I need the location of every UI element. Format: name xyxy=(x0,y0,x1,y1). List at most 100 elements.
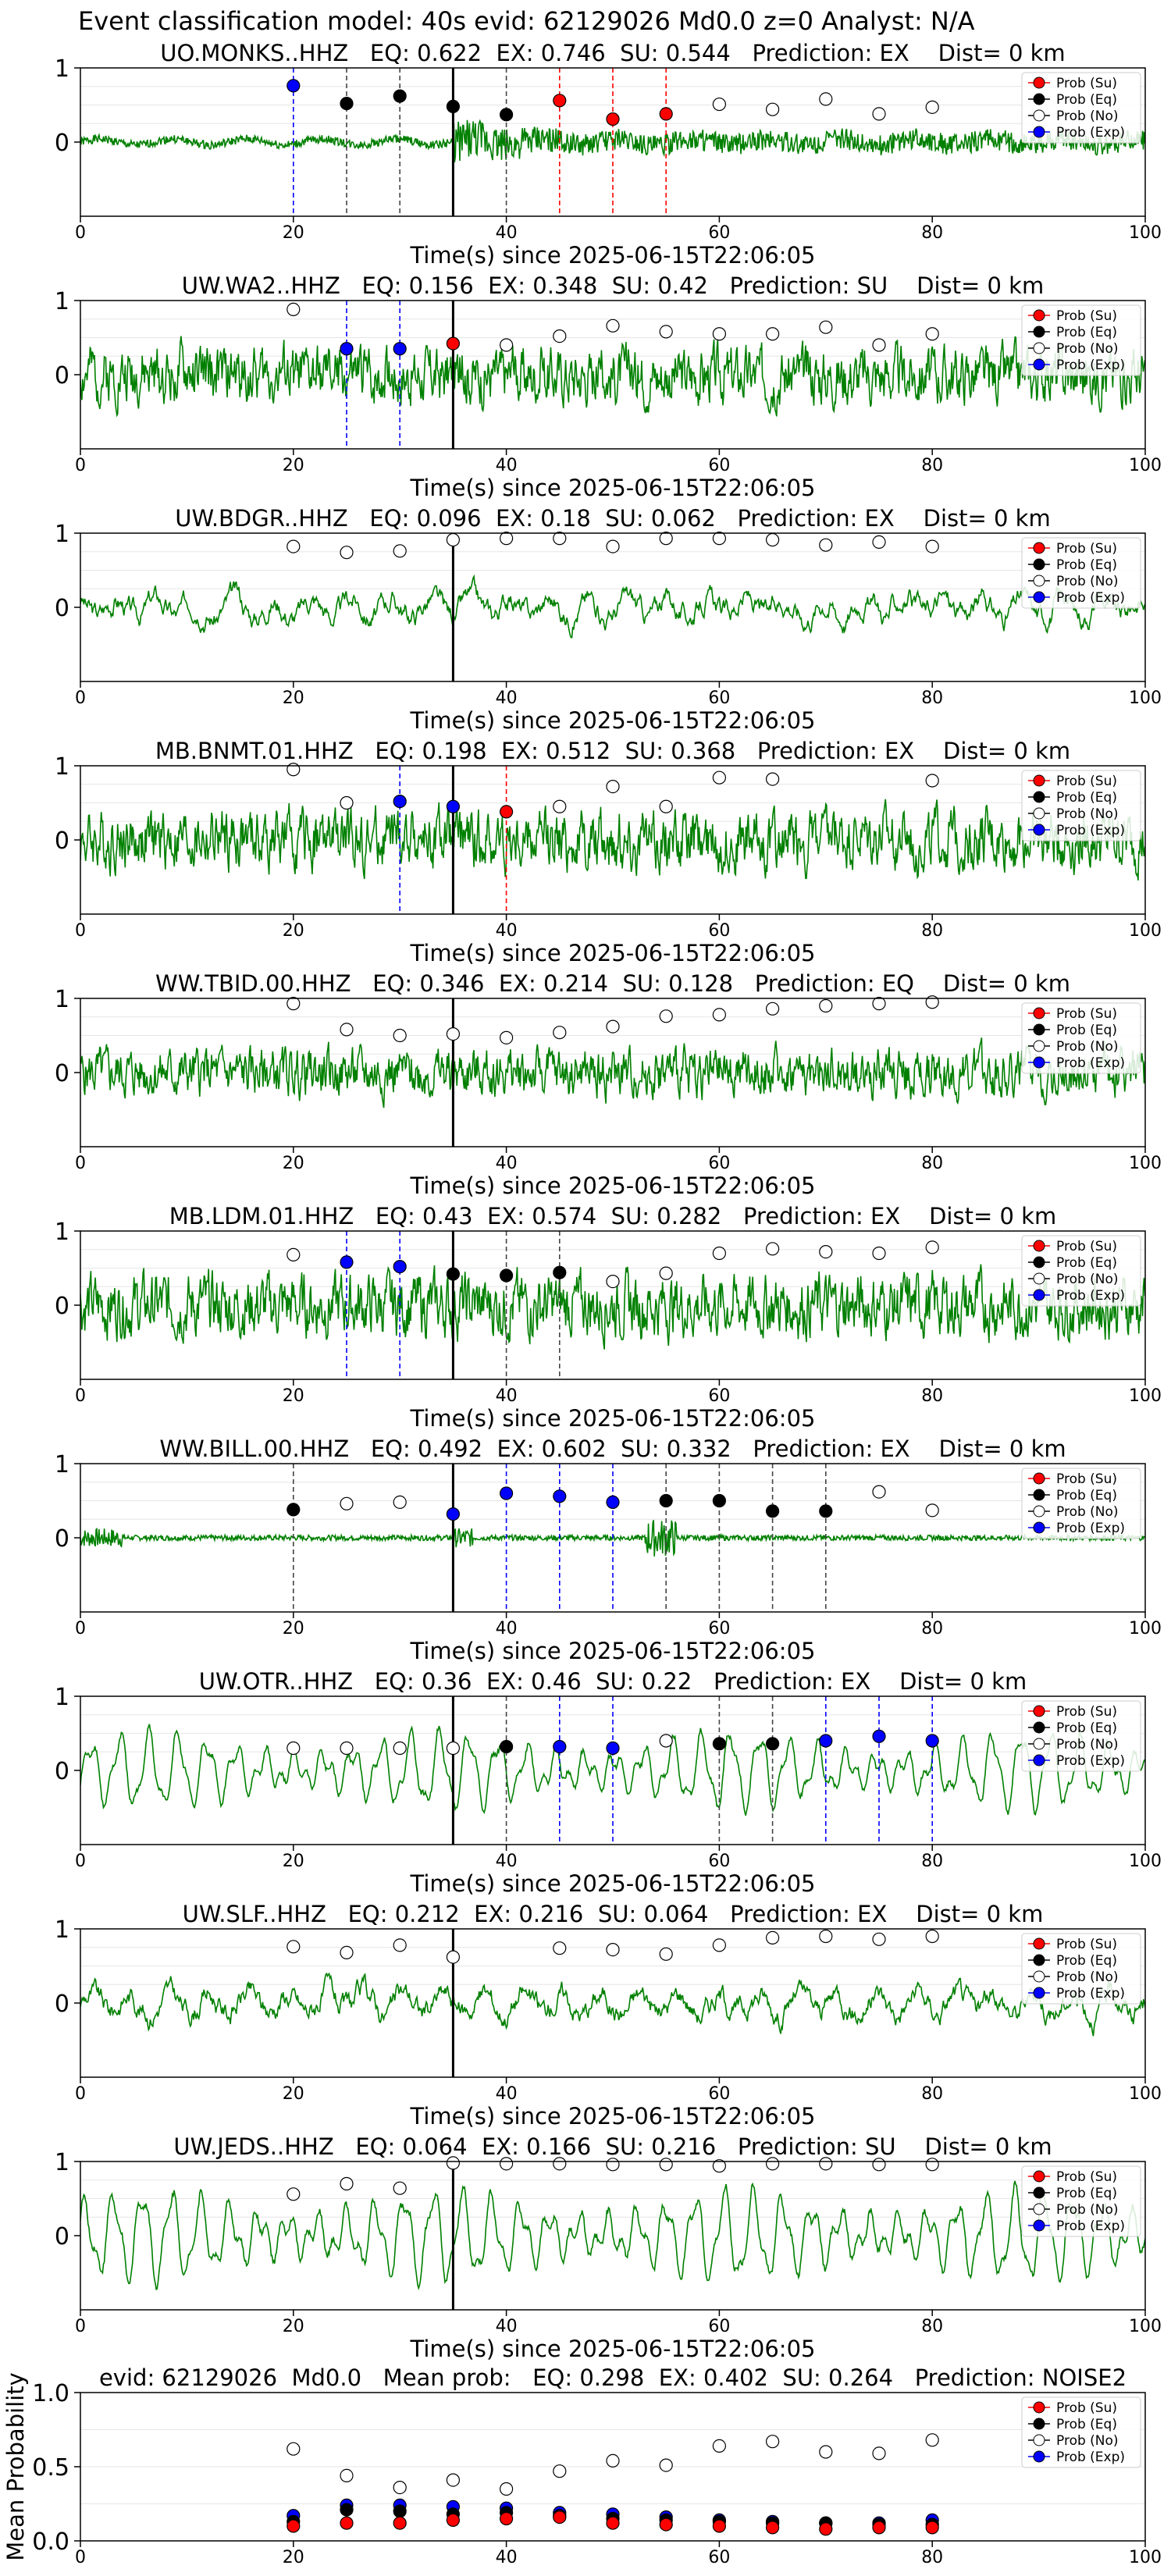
prob-marker-no xyxy=(606,539,620,553)
legend-marker xyxy=(1033,2418,1045,2430)
prob-marker-eq xyxy=(765,1504,780,1518)
prob-marker-eq xyxy=(499,1740,514,1754)
prob-marker-exp xyxy=(553,1489,567,1503)
prob-marker-su xyxy=(553,94,567,108)
y-tick-label: 1 xyxy=(55,288,69,315)
x-tick-label: 80 xyxy=(921,921,943,941)
prob-marker-no xyxy=(659,2158,673,2172)
mean-marker-su xyxy=(553,2510,567,2524)
legend-marker xyxy=(1033,774,1045,787)
legend: Prob (Su)Prob (Eq)Prob (No)Prob (Exp) xyxy=(1021,1468,1141,1539)
waveform-trace xyxy=(80,799,1145,881)
prob-marker-no xyxy=(712,770,727,785)
prob-marker-no xyxy=(287,539,301,553)
legend: Prob (Su)Prob (Eq)Prob (No)Prob (Exp) xyxy=(1021,1933,1141,2005)
panel-title: UW.SLF..HHZ EQ: 0.212 EX: 0.216 SU: 0.06… xyxy=(183,1901,1044,1927)
prob-marker-no xyxy=(659,1009,673,1023)
mean-probability-panel: evid: 62129026 Md0.0 Mean prob: EQ: 0.29… xyxy=(2,2364,1162,2567)
y-tick-label: 1 xyxy=(55,521,69,548)
prob-marker-no xyxy=(393,2181,407,2195)
prob-marker-no xyxy=(712,327,727,341)
prob-marker-eq xyxy=(712,1737,727,1751)
prob-marker-no xyxy=(819,1929,833,1944)
prob-marker-no xyxy=(287,1940,301,1954)
x-tick-label: 60 xyxy=(708,2317,730,2336)
prob-marker-no xyxy=(287,1247,301,1262)
x-tick-label: 100 xyxy=(1129,921,1162,941)
prob-marker-eq xyxy=(712,1493,727,1508)
prob-marker-no xyxy=(819,998,833,1013)
y-tick-label: 0 xyxy=(55,1758,69,1785)
legend-marker xyxy=(1033,1240,1045,1252)
prob-marker-exp xyxy=(925,1734,939,1748)
mean-marker-no xyxy=(393,2481,407,2495)
legend: Prob (Su)Prob (Eq)Prob (No)Prob (Exp) xyxy=(1021,1700,1141,1772)
legend-marker xyxy=(1033,575,1045,587)
legend-label: Prob (Su) xyxy=(1056,1239,1117,1254)
legend-marker xyxy=(1033,1721,1045,1734)
prob-marker-no xyxy=(393,1495,407,1510)
legend-marker xyxy=(1033,558,1045,571)
legend-marker xyxy=(1033,1040,1045,1052)
figure-title: Event classification model: 40s evid: 62… xyxy=(78,6,975,36)
legend-box xyxy=(1021,1002,1141,1074)
prob-marker-no xyxy=(925,1240,939,1254)
legend-marker xyxy=(1033,1937,1045,1950)
legend-marker xyxy=(1033,1705,1045,1717)
panel-title: UW.WA2..HHZ EQ: 0.156 EX: 0.348 SU: 0.42… xyxy=(182,272,1044,299)
mean-marker-su xyxy=(659,2517,673,2532)
y-tick-label: 1 xyxy=(55,2149,69,2176)
mean-marker-no xyxy=(446,2473,461,2487)
prob-marker-no xyxy=(340,795,354,810)
waveform-trace xyxy=(80,1724,1145,1816)
y-tick-label: 0 xyxy=(55,827,69,855)
legend-label: Prob (Eq) xyxy=(1056,1023,1117,1038)
legend-box xyxy=(1021,2396,1141,2468)
y-tick-label: 0 xyxy=(55,362,69,390)
panel-title: WW.TBID.00.HHZ EQ: 0.346 EX: 0.214 SU: 0… xyxy=(155,970,1070,997)
prob-marker-no xyxy=(765,532,780,547)
prob-marker-no xyxy=(393,1938,407,1952)
prob-marker-no xyxy=(287,302,301,316)
legend-marker xyxy=(1033,2170,1045,2183)
legend-marker xyxy=(1033,1987,1045,1999)
prob-marker-no xyxy=(872,338,886,352)
prob-marker-no xyxy=(925,2158,939,2172)
prob-marker-no xyxy=(819,2157,833,2171)
waveform-panel: UW.OTR..HHZ EQ: 0.36 EX: 0.46 SU: 0.22 P… xyxy=(55,1668,1162,1897)
prob-marker-exp xyxy=(393,1259,407,1274)
legend-label: Prob (Exp) xyxy=(1056,2218,1125,2234)
prob-marker-no xyxy=(446,1950,461,1964)
prob-marker-no xyxy=(819,538,833,552)
legend-marker xyxy=(1033,2401,1045,2414)
x-tick-label: 100 xyxy=(1129,1852,1162,1871)
x-tick-label: 80 xyxy=(921,1852,943,1871)
prob-marker-eq xyxy=(446,99,461,113)
prob-marker-exp xyxy=(340,1255,354,1269)
x-tick-label: 0 xyxy=(75,1852,86,1871)
x-tick-label: 20 xyxy=(283,456,304,475)
legend-marker xyxy=(1033,807,1045,820)
x-tick-label: 80 xyxy=(921,2548,943,2567)
x-tick-label: 0 xyxy=(75,1386,86,1406)
legend: Prob (Su)Prob (Eq)Prob (No)Prob (Exp) xyxy=(1021,1002,1141,1074)
prob-marker-no xyxy=(765,102,780,116)
x-tick-label: 60 xyxy=(708,223,730,243)
prob-marker-exp xyxy=(393,794,407,809)
legend-box xyxy=(1021,770,1141,841)
prob-marker-no xyxy=(340,1945,354,1959)
legend-box xyxy=(1021,1700,1141,1772)
prob-marker-exp xyxy=(553,1740,567,1754)
legend-marker xyxy=(1033,358,1045,371)
legend-marker xyxy=(1033,309,1045,322)
y-tick-label: 1 xyxy=(55,986,69,1013)
legend: Prob (Su)Prob (Eq)Prob (No)Prob (Exp) xyxy=(1021,72,1141,144)
prob-marker-eq xyxy=(393,89,407,103)
prob-marker-no xyxy=(765,1002,780,1016)
legend-marker xyxy=(1033,2203,1045,2215)
prob-marker-no xyxy=(393,1028,407,1043)
prob-marker-no xyxy=(393,1741,407,1756)
prob-marker-exp xyxy=(393,342,407,356)
prob-marker-no xyxy=(340,2176,354,2191)
prob-marker-no xyxy=(499,2157,514,2171)
